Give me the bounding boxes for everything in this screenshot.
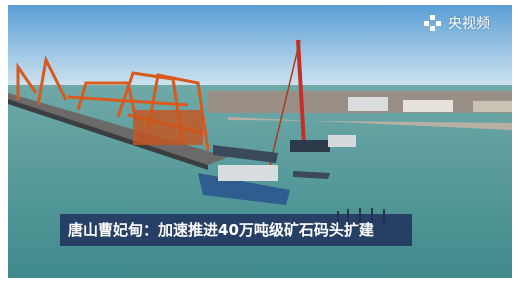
page: 央视频 唐山曹妃甸：加速推进40万吨级矿石码头扩建 (() => { const…: [0, 0, 518, 286]
news-caption: 唐山曹妃甸：加速推进40万吨级矿石码头扩建: [60, 214, 412, 246]
video-frame: 央视频 唐山曹妃甸：加速推进40万吨级矿石码头扩建: [8, 5, 512, 278]
channel-logo: 央视频: [422, 13, 490, 33]
logo-text: 央视频: [448, 13, 490, 33]
logo-icon: [422, 15, 444, 31]
